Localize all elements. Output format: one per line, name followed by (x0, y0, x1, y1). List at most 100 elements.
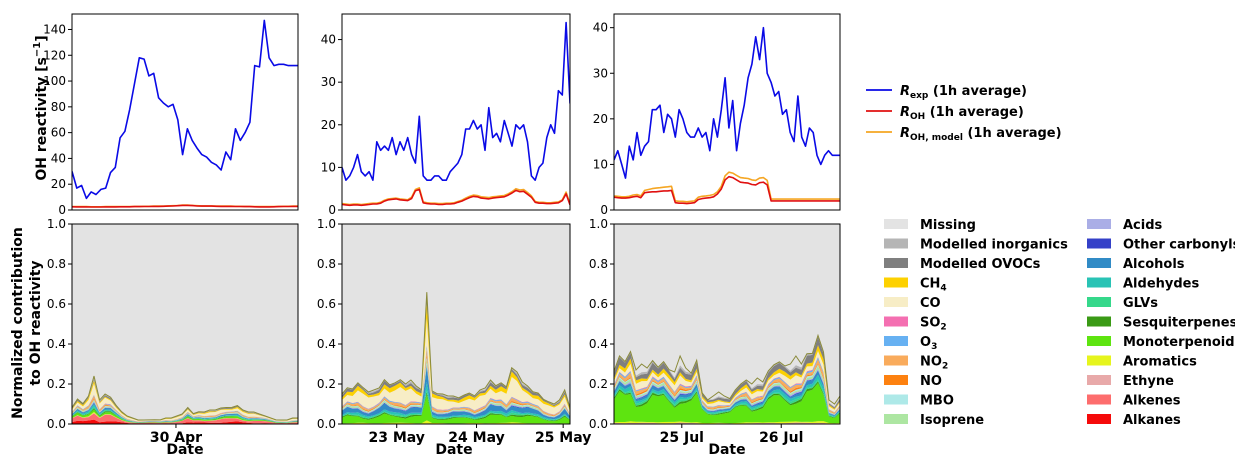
y-tick-label: 10 (321, 160, 336, 174)
area-no2-panel-3 (614, 359, 840, 414)
y-tick-label: 0.0 (317, 417, 336, 431)
y-tick-label: 1.0 (589, 217, 608, 231)
top-plot-area-1 (72, 19, 298, 208)
top-plot-area-3 (614, 26, 840, 205)
area-no-panel-2 (342, 355, 570, 417)
legend-swatch-7 (884, 336, 908, 346)
y-tick-label: 0.4 (47, 337, 66, 351)
bottom-panel-1-frame (71, 223, 299, 425)
legend-item-3: Modelled OVOCs (920, 257, 1041, 272)
area-aromatics-panel-2 (342, 420, 570, 424)
legend-swatch-14 (1087, 258, 1111, 268)
legend-item-22: Alkanes (1123, 413, 1181, 428)
envelope-line-panel-3 (613, 333, 841, 405)
top-panel-2-frame (341, 13, 571, 211)
legend-swatch-3 (884, 258, 908, 268)
area-monoterpenoids-panel-1 (72, 409, 298, 423)
y-tick-label: 0.6 (589, 297, 608, 311)
y-tick-label: 0.8 (47, 257, 66, 271)
top-plot-area-2 (342, 21, 570, 207)
legend-swatch-15 (1087, 277, 1111, 288)
x-tick-label: 30 Apr (150, 430, 202, 446)
legend-swatch-11 (884, 414, 908, 424)
legend-item-16: GLVs (1123, 296, 1158, 311)
area-modelled-ovocs-panel-3 (614, 336, 840, 409)
area-aldehydes-panel-1 (72, 404, 298, 423)
envelope-line-panel-2 (341, 292, 571, 408)
area-ch4-panel-3 (614, 345, 840, 410)
series-line-oh-panel-2 (342, 188, 570, 207)
y-tick-label: 0.4 (589, 337, 608, 351)
legend-bottom: Missing Modelled inorganics Modelled OVOCs… (884, 218, 1235, 428)
x-tick-label: 26 Jul (759, 430, 803, 446)
series-line-oh-panel-1 (72, 204, 298, 208)
legend-item-1: Missing (920, 218, 976, 233)
legend-swatch-18 (1087, 336, 1111, 346)
legend-swatch-1 (884, 219, 908, 229)
legend-item-17: Sesquiterpenes (1123, 316, 1235, 331)
area-sesquiterpenes-panel-1 (72, 408, 298, 423)
area-alcohols-panel-3 (614, 370, 840, 416)
area-glvs-panel-1 (72, 406, 298, 423)
legend-item-13: Other carbonyls (1123, 238, 1235, 253)
legend-swatch-4 (884, 277, 908, 288)
area-so2-panel-3 (614, 356, 840, 413)
area-glvs-panel-2 (342, 389, 570, 421)
y-tick-label: 30 (593, 66, 608, 80)
y-tick-label: 20 (51, 177, 66, 191)
legend-item-10: MBO (920, 394, 954, 409)
legend-item-14: Alcohols (1123, 257, 1185, 272)
y-tick-label: 0.0 (589, 417, 608, 431)
top-panel-3: 0 10 20 30 40 (593, 13, 841, 217)
legend-item-6: SO2 (920, 316, 947, 333)
y-tick-label: 1.0 (47, 217, 66, 231)
area-no2-panel-1 (72, 395, 298, 422)
area-aldehydes-panel-3 (614, 374, 840, 417)
legend-swatch-9 (884, 375, 908, 385)
legend-swatch-13 (1087, 238, 1111, 249)
legend-swatch-12 (1087, 219, 1111, 229)
x-tick-label: 25 May (535, 430, 591, 446)
y-tick-label: 0.2 (47, 377, 66, 391)
y-tick-label: 60 (51, 126, 66, 140)
legend-swatch-21 (1087, 394, 1111, 405)
bottom-panel-2-frame (341, 223, 571, 425)
y-tick-label: 0 (600, 203, 608, 217)
y-tick-label: 40 (51, 151, 66, 165)
x-axis-title-2: Date (435, 442, 472, 457)
top-panel-1-frame (71, 13, 299, 211)
legend-swatch-2 (884, 238, 908, 249)
legend-swatch-20 (1087, 375, 1111, 385)
bottom-panel-1: 0.0 0.2 0.4 0.6 0.8 1.0 30 Apr (47, 217, 299, 446)
y-tick-label: 40 (593, 21, 608, 35)
envelope-line-panel-1 (71, 375, 298, 421)
y-tick-label: 140 (43, 22, 66, 36)
area-no2-panel-2 (342, 348, 570, 416)
top-panel-2: 0 10 20 30 40 (321, 13, 571, 217)
missing-background (72, 224, 298, 424)
y-tick-label: 0.2 (589, 377, 608, 391)
y-tick-label: 1.0 (317, 217, 336, 231)
y-tick-label: 20 (321, 118, 336, 132)
area-monoterpenoids-panel-3 (614, 383, 840, 424)
y-tick-label: 0 (328, 203, 336, 217)
bottom-y-axis-title-line-1: Normalized contribution (10, 227, 26, 419)
y-tick-label: 0.8 (317, 257, 336, 271)
area-co-panel-1 (72, 383, 298, 422)
legend-item-2: Modelled inorganics (920, 238, 1068, 253)
bottom-panel-2: 0.0 0.2 0.4 0.6 0.8 1.0 23 May 24 May 25 May (317, 217, 591, 446)
y-tick-label: 0.4 (317, 337, 336, 351)
legend-item-15: Aldehydes (1123, 277, 1199, 292)
y-tick-label: 100 (43, 74, 66, 88)
area-acids-panel-2 (342, 363, 570, 418)
top-y-axis-title: OH reactivity [s−1] (32, 35, 50, 180)
area-alcohols-panel-1 (72, 402, 298, 423)
x-tick-label: 24 May (448, 430, 504, 446)
area-sesquiterpenes-panel-2 (342, 392, 570, 422)
area-isoprene-panel-1 (72, 400, 298, 423)
area-o3-panel-3 (614, 357, 840, 413)
bottom-panel-3-frame (613, 223, 841, 425)
x-tick-label: 23 May (369, 430, 425, 446)
legend-item-21: Alkenes (1123, 394, 1181, 409)
